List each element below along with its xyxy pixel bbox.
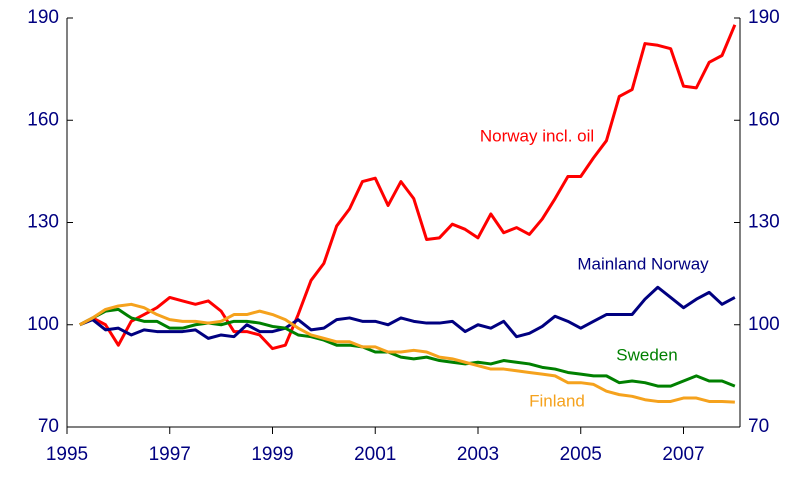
series-label: Finland: [529, 391, 585, 410]
x-tick-label: 1995: [46, 444, 88, 465]
x-tick-label: 2007: [662, 444, 704, 465]
series-line: [79, 307, 736, 388]
x-tick-label: 2005: [560, 444, 602, 465]
y2-tick-label: 100: [748, 314, 780, 335]
series-label: Norway incl. oil: [480, 126, 594, 145]
x-tick-label: 2003: [457, 444, 499, 465]
y-tick-label: 190: [27, 7, 59, 28]
y2-tick-label: 70: [748, 416, 769, 437]
series-line: [79, 285, 736, 340]
x-tick-label: 1999: [251, 444, 293, 465]
series-line: [79, 24, 737, 351]
y-tick-label: 100: [27, 314, 59, 335]
y2-tick-label: 130: [748, 212, 780, 233]
y-tick-label: 70: [38, 416, 59, 437]
y-tick-label: 160: [27, 109, 59, 130]
x-tick-label: 2001: [354, 444, 396, 465]
series-label: Sweden: [616, 345, 677, 364]
y2-tick-label: 190: [748, 7, 780, 28]
y-tick-label: 130: [27, 212, 59, 233]
x-tick-label: 1997: [149, 444, 191, 465]
y2-tick-label: 160: [748, 109, 780, 130]
series-label: Mainland Norway: [577, 254, 709, 273]
series-line: [79, 302, 735, 404]
